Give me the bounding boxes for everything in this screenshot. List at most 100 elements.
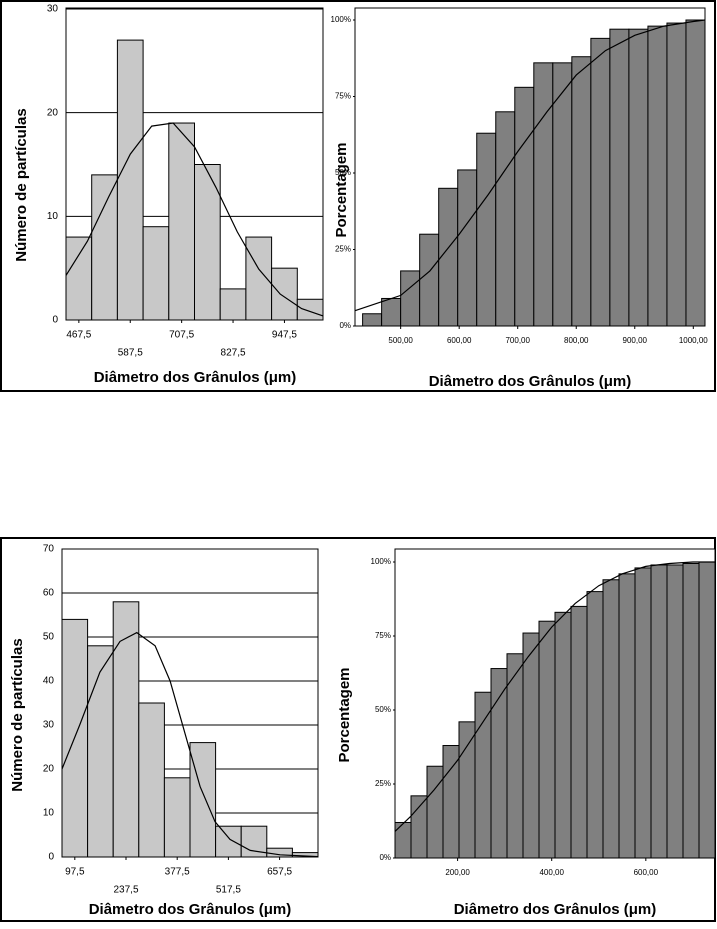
y-tick-label: 100% <box>331 15 351 24</box>
bar <box>219 288 247 321</box>
y-tick-label: 20 <box>43 764 55 775</box>
x-tick-label: 237,5 <box>113 885 138 896</box>
x-tick-label: 947,5 <box>272 330 297 341</box>
bar <box>514 86 535 327</box>
bar <box>586 591 604 859</box>
x-tick-label: 517,5 <box>216 885 241 896</box>
bar <box>618 573 636 859</box>
x-tick-label: 900,00 <box>623 336 648 345</box>
x-tick-label: 657,5 <box>267 867 292 878</box>
y-tick-label: 20 <box>47 107 59 118</box>
x-tick-label: 707,5 <box>169 330 194 341</box>
y-tick-label: 0% <box>379 853 391 862</box>
bar <box>495 111 516 327</box>
bar <box>426 765 444 859</box>
x-tick-label: 400,00 <box>539 868 564 877</box>
bar <box>419 233 440 327</box>
bar <box>476 132 497 327</box>
bar <box>650 564 668 859</box>
x-tick-label: 1000,00 <box>679 336 708 345</box>
y-tick-label: 50% <box>335 168 351 177</box>
bar <box>647 25 668 327</box>
x-tick-label: 800,00 <box>564 336 589 345</box>
bar <box>87 645 114 858</box>
bar <box>533 62 554 327</box>
y-tick-label: 75% <box>335 92 351 101</box>
fit-curve <box>354 19 706 312</box>
bar <box>522 632 540 859</box>
bar <box>194 164 221 321</box>
bar <box>142 226 170 321</box>
bar <box>245 236 273 321</box>
y-tick-label: 100% <box>371 557 391 566</box>
bar <box>168 122 196 321</box>
y-tick-label: 30 <box>43 720 55 731</box>
bar <box>474 691 492 859</box>
x-tick-label: 827,5 <box>221 348 246 359</box>
x-tick-label: 200,00 <box>445 868 470 877</box>
y-tick-label: 0% <box>339 321 351 330</box>
bar <box>554 611 572 859</box>
bar <box>138 702 165 858</box>
x-axis-title: Diâmetro dos Grânulos (μm) <box>94 369 297 386</box>
x-axis-title: Diâmetro dos Grânulos (μm) <box>89 901 292 918</box>
bar <box>457 169 478 327</box>
x-tick-label: 500,00 <box>388 336 413 345</box>
x-tick-label: 467,5 <box>66 330 91 341</box>
x-tick-label: 600,00 <box>447 336 472 345</box>
y-tick-label: 50% <box>375 705 391 714</box>
bar <box>163 777 191 858</box>
bar <box>381 297 402 327</box>
x-tick-label: 600,00 <box>634 868 659 877</box>
x-axis-title: Diâmetro dos Grânulos (μm) <box>429 373 632 390</box>
y-tick-label: 25% <box>375 779 391 788</box>
fit-curve <box>394 561 715 832</box>
fit-curve <box>65 122 324 317</box>
bar <box>634 567 652 859</box>
bar <box>394 821 412 859</box>
fit-curve <box>61 631 319 858</box>
bar <box>570 605 588 859</box>
bar <box>590 37 611 327</box>
x-tick-label: 97,5 <box>65 867 85 878</box>
bar <box>458 721 476 859</box>
bar <box>628 28 649 327</box>
bar <box>666 22 687 327</box>
bar <box>116 39 144 321</box>
y-tick-label: 25% <box>335 245 351 254</box>
y-tick-label: 10 <box>43 808 55 819</box>
bar <box>215 825 242 858</box>
y-tick-label: 75% <box>375 631 391 640</box>
y-axis-title: Número de partículas <box>9 638 26 791</box>
panel-frame <box>0 0 716 392</box>
bar <box>271 267 298 321</box>
bar <box>65 236 93 321</box>
bar <box>602 579 620 859</box>
x-axis-title: Diâmetro dos Grânulos (μm) <box>454 901 657 918</box>
x-tick-label: 377,5 <box>165 867 190 878</box>
bar <box>682 562 700 859</box>
bar <box>609 28 630 327</box>
plot-frame <box>354 7 706 327</box>
bar <box>538 620 556 859</box>
bar <box>362 313 383 327</box>
bar <box>571 56 592 327</box>
plot-frame <box>61 548 319 858</box>
bar <box>296 298 324 321</box>
y-tick-label: 0 <box>48 852 54 863</box>
x-tick-label: 587,5 <box>118 348 143 359</box>
bar <box>410 795 428 859</box>
y-tick-label: 50 <box>43 632 55 643</box>
y-axis-title: Número de partículas <box>13 108 30 261</box>
plot-frame <box>65 7 324 321</box>
bar <box>552 62 573 327</box>
y-tick-label: 30 <box>47 4 59 15</box>
bar <box>698 561 716 859</box>
bar <box>506 653 524 859</box>
y-axis-title: Porcentagem <box>333 142 350 237</box>
y-tick-label: 40 <box>43 676 55 687</box>
y-tick-label: 0 <box>52 315 58 326</box>
y-axis-title: Porcentagem <box>336 667 353 762</box>
y-tick-label: 70 <box>43 544 55 555</box>
